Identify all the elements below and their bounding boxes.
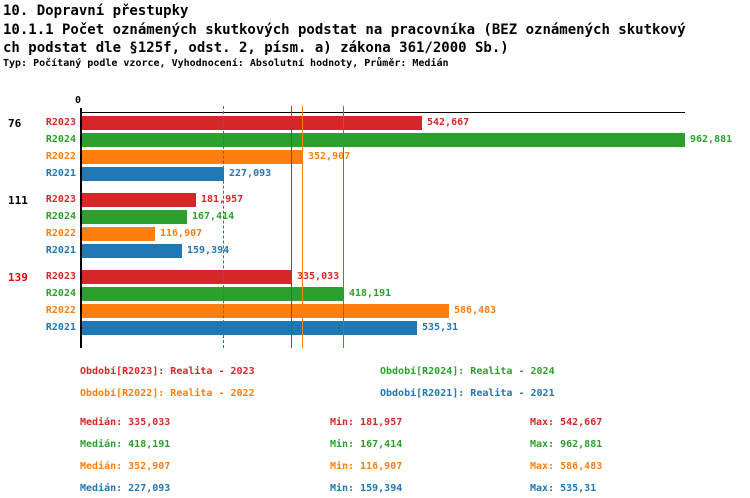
bar-r2023 [82,116,422,130]
median-line-r2023 [291,106,292,348]
bar-value-label: 542,667 [427,117,470,128]
bar-r2023 [82,193,196,207]
group-label: 139 [8,271,28,284]
series-label-r2023: R2023 [45,271,76,282]
median-line-r2021 [223,106,224,348]
series-label-r2022: R2022 [45,305,76,316]
bar-value-label: 962,881 [690,134,733,145]
stat-min-r2022: Min: 116,907 [330,461,403,472]
bar-r2022 [82,304,449,318]
axis-topline [81,112,685,113]
indicator-title-line1: 10.1.1 Počet oznámených skutkových podst… [3,22,686,38]
bar-value-label: 227,093 [229,168,272,179]
indicator-subtitle: Typ: Počítaný podle vzorce, Vyhodnocení:… [3,58,449,69]
bar-value-label: 586,483 [454,305,497,316]
stat-median-r2021: Medián: 227,093 [80,483,171,494]
bar-value-label: 352,907 [308,151,351,162]
bar-value-label: 116,907 [160,228,203,239]
stat-max-r2021: Max: 535,31 [530,483,597,494]
bar-r2022 [82,227,155,241]
bar-r2024 [82,133,685,147]
bar-value-label: 535,31 [422,322,459,333]
stat-min-r2021: Min: 159,394 [330,483,403,494]
stat-median-r2023: Medián: 335,033 [80,417,171,428]
stat-max-r2022: Max: 586,483 [530,461,603,472]
series-label-r2024: R2024 [45,288,76,299]
bar-r2022 [82,150,303,164]
stat-max-r2024: Max: 962,881 [530,439,603,450]
stat-min-r2024: Min: 167,414 [330,439,403,450]
bar-value-label: 418,191 [349,288,392,299]
bar-r2021 [82,167,224,181]
indicator-title-line2: ch podstat dle §125f, odst. 2, písm. a) … [3,40,509,56]
series-label-r2021: R2021 [45,322,76,333]
bar-value-label: 167,414 [192,211,235,222]
series-label-r2024: R2024 [45,211,76,222]
series-label-r2022: R2022 [45,228,76,239]
median-line-r2024 [343,106,344,348]
series-label-r2023: R2023 [45,194,76,205]
bar-r2023 [82,270,292,284]
bar-value-label: 181,957 [201,194,244,205]
bar-r2024 [82,210,187,224]
group-label: 76 [8,117,22,130]
series-label-r2022: R2022 [45,151,76,162]
series-label-r2021: R2021 [45,245,76,256]
axis-baseline [80,108,82,348]
legend-item-r2024: Období[R2024]: Realita - 2024 [380,366,555,377]
stat-median-r2024: Medián: 418,191 [80,439,171,450]
bar-value-label: 159,394 [187,245,230,256]
stat-max-r2023: Max: 542,667 [530,417,603,428]
bar-r2024 [82,287,344,301]
group-label: 111 [8,194,28,207]
report-title: 10. Dopravní přestupky [3,3,189,19]
median-line-r2022 [302,106,303,348]
bar-value-label: 335,033 [297,271,340,282]
series-label-r2021: R2021 [45,168,76,179]
stat-min-r2023: Min: 181,957 [330,417,403,428]
legend-item-r2022: Období[R2022]: Realita - 2022 [80,388,255,399]
bar-r2021 [82,244,182,258]
series-label-r2024: R2024 [45,134,76,145]
series-label-r2023: R2023 [45,117,76,128]
bar-r2021 [82,321,417,335]
stat-median-r2022: Medián: 352,907 [80,461,171,472]
legend-item-r2021: Období[R2021]: Realita - 2021 [380,388,555,399]
axis-zero-label: 0 [74,95,82,106]
legend-item-r2023: Období[R2023]: Realita - 2023 [80,366,255,377]
